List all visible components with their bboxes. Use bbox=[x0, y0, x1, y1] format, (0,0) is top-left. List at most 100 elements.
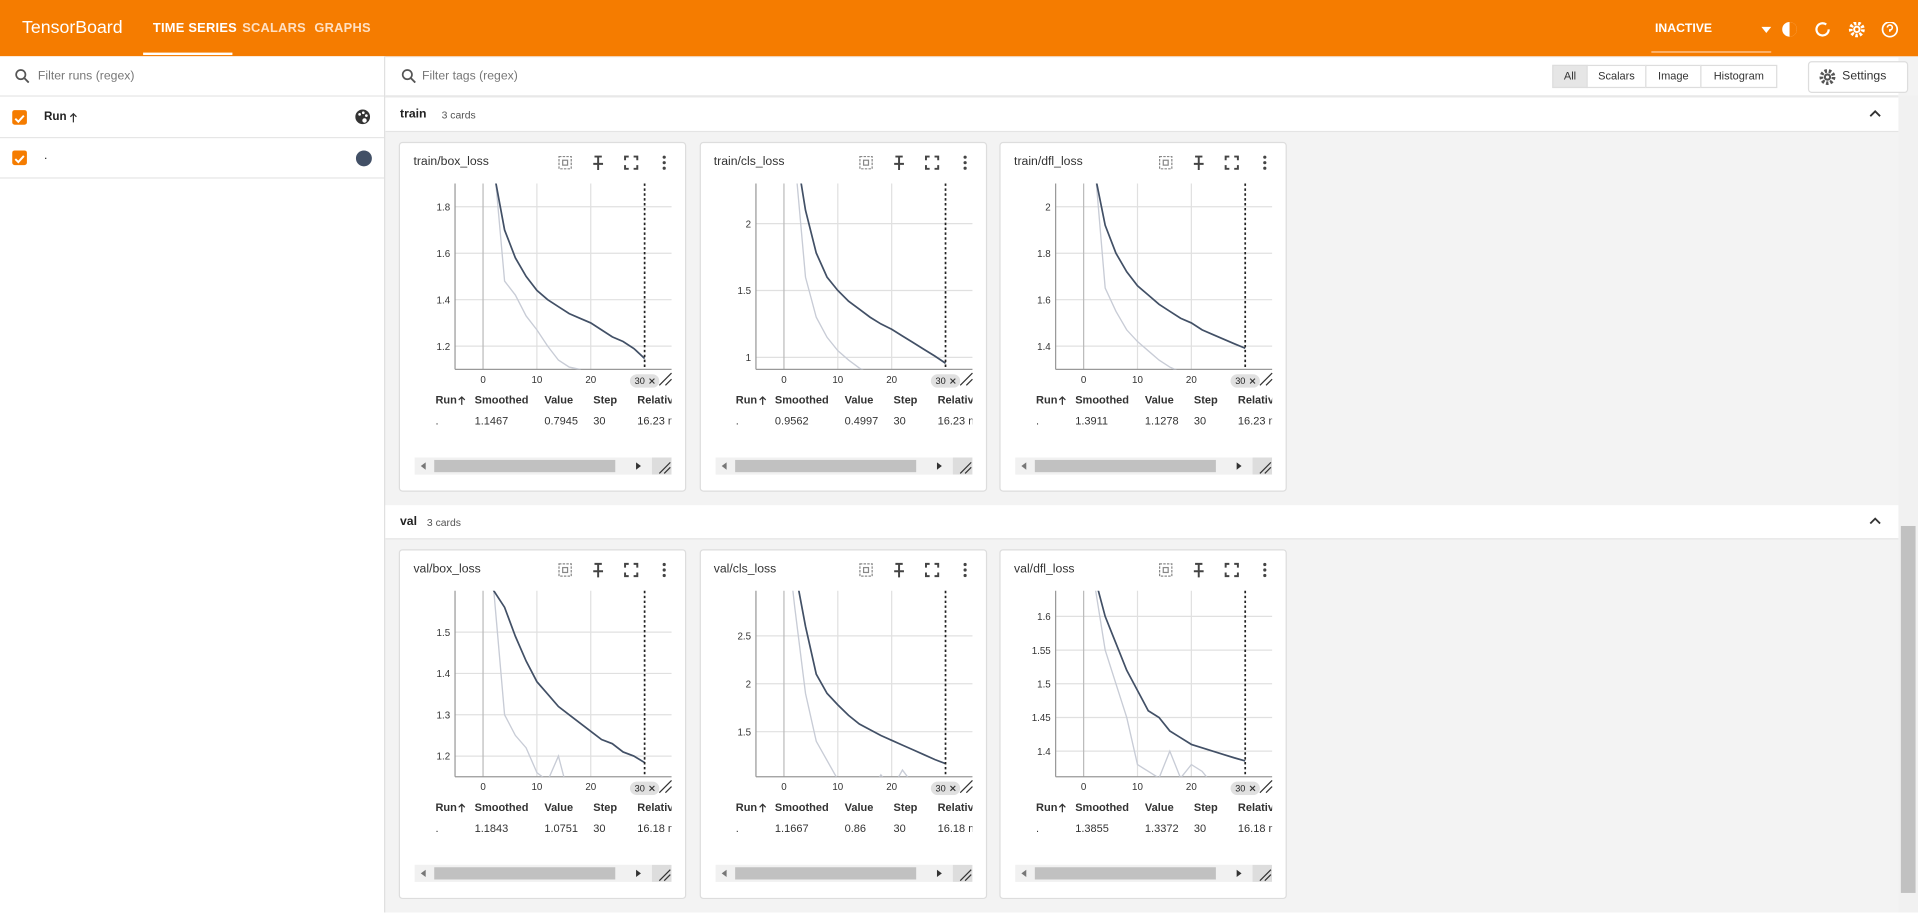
filter-chip[interactable]: Scalars bbox=[1586, 64, 1647, 89]
dropdown-caret[interactable] bbox=[1761, 26, 1772, 34]
chart-card: val/box_loss 1.2 1.3 1.4 1.5 0 10 20 30 Run Smooth… bbox=[398, 549, 687, 900]
data-table: Run Smoothed Value Step Relative. 1.1843 1.075… bbox=[429, 798, 671, 847]
y-tick-label: 1.45 bbox=[1032, 713, 1052, 724]
table-cell: 30 bbox=[1193, 821, 1207, 835]
table-header: Run bbox=[435, 801, 457, 814]
collapse-icon[interactable] bbox=[1868, 515, 1883, 527]
series-line bbox=[1095, 183, 1177, 370]
x-tick-label: 10 bbox=[1132, 782, 1143, 793]
hscroll-thumb[interactable] bbox=[434, 459, 616, 473]
y-tick-label: 1.8 bbox=[1037, 249, 1051, 260]
resize-handle bbox=[959, 779, 973, 794]
y-tick-label: 1.2 bbox=[437, 752, 451, 763]
run-color[interactable] bbox=[355, 150, 372, 167]
scrollbar-thumb[interactable] bbox=[1900, 525, 1916, 893]
sort-arrow bbox=[458, 396, 466, 405]
table-cell: 30 bbox=[1193, 414, 1207, 427]
table-cell: 30 bbox=[893, 821, 906, 835]
series-line bbox=[1095, 590, 1208, 777]
settings-button[interactable]: Settings bbox=[1807, 61, 1909, 93]
tab[interactable]: TIME SERIES bbox=[152, 20, 237, 36]
x-tick-label: 10 bbox=[531, 782, 542, 793]
hscroll-arrows[interactable] bbox=[1015, 864, 1273, 882]
card-actions[interactable] bbox=[857, 561, 977, 578]
tab[interactable]: GRAPHS bbox=[314, 20, 371, 36]
x-tick-label: 10 bbox=[832, 375, 843, 386]
run-column-header[interactable]: Run bbox=[44, 110, 67, 124]
table-cell: 1.3855 bbox=[1075, 821, 1109, 835]
sort-arrow bbox=[69, 112, 77, 123]
step-badge bbox=[629, 781, 660, 796]
table-cell: . bbox=[735, 821, 739, 835]
tab[interactable]: SCALARS bbox=[242, 20, 306, 36]
filter-chip[interactable]: Histogram bbox=[1700, 64, 1778, 89]
y-tick-label: 1 bbox=[745, 353, 750, 364]
resize-handle bbox=[959, 372, 973, 386]
theme-icon[interactable] bbox=[1782, 22, 1797, 37]
table-header: Run bbox=[1036, 801, 1058, 814]
run-checkbox[interactable] bbox=[12, 150, 27, 166]
series-line bbox=[791, 590, 908, 777]
table-cell: . bbox=[435, 414, 439, 427]
search-icon bbox=[401, 69, 416, 84]
hscroll-arrows[interactable] bbox=[1015, 457, 1273, 475]
x-tick-label: 0 bbox=[781, 375, 787, 386]
table-cell: . bbox=[435, 821, 439, 835]
card-actions[interactable] bbox=[857, 154, 977, 171]
y-tick-label: 1.4 bbox=[1037, 747, 1051, 758]
table-header: Relative bbox=[1237, 801, 1272, 814]
table-header: Smoothed bbox=[474, 393, 529, 407]
settings-label: Settings bbox=[1842, 69, 1887, 84]
table-cell: 1.1843 bbox=[474, 821, 509, 835]
runs-sidebar: Filter runs (regex) Run . bbox=[0, 56, 386, 913]
hscroll-thumb[interactable] bbox=[734, 459, 916, 473]
table-header: Run bbox=[435, 393, 457, 407]
card-actions[interactable] bbox=[1157, 561, 1277, 578]
group-count: 3 cards bbox=[426, 516, 461, 529]
settings-icon[interactable] bbox=[1848, 22, 1865, 38]
hscroll-arrows[interactable] bbox=[715, 457, 972, 475]
x-tick-label: 20 bbox=[1186, 375, 1197, 386]
reload-icon[interactable] bbox=[1815, 22, 1830, 37]
card-title: train/dfl_loss bbox=[1014, 155, 1083, 169]
card-actions[interactable] bbox=[1157, 154, 1277, 171]
x-tick-label: 10 bbox=[1132, 375, 1143, 386]
hscroll-thumb[interactable] bbox=[1034, 867, 1216, 880]
card-actions[interactable] bbox=[557, 154, 677, 171]
help-icon[interactable] bbox=[1881, 22, 1899, 38]
table-header: Run bbox=[735, 393, 758, 407]
filter-chip[interactable]: Image bbox=[1645, 64, 1702, 89]
table-header: Relative bbox=[1237, 393, 1272, 407]
table-cell: 0.7945 bbox=[544, 414, 579, 427]
runs-filter[interactable]: Filter runs (regex) bbox=[0, 56, 385, 97]
group-header[interactable]: val 3 cards bbox=[385, 505, 1899, 540]
collapse-icon[interactable] bbox=[1868, 108, 1883, 120]
y-tick-label: 1.55 bbox=[1032, 646, 1052, 657]
palette-icon[interactable] bbox=[355, 109, 371, 125]
step-badge-label: 30 bbox=[1235, 783, 1245, 793]
hscroll-thumb[interactable] bbox=[434, 867, 616, 880]
plot-area bbox=[791, 590, 946, 777]
card-actions[interactable] bbox=[557, 561, 677, 578]
filter-placeholder[interactable]: Filter tags (regex) bbox=[422, 69, 518, 84]
run-row: . bbox=[0, 138, 385, 179]
filter-chip[interactable]: All bbox=[1552, 64, 1588, 89]
hscroll-arrows[interactable] bbox=[415, 457, 672, 475]
step-badge bbox=[930, 781, 960, 796]
hscroll-arrows[interactable] bbox=[415, 864, 672, 882]
select-all-checkbox[interactable] bbox=[12, 110, 27, 125]
resize-handle bbox=[1259, 779, 1273, 794]
runs-header: Run bbox=[0, 97, 385, 139]
hscroll-arrows[interactable] bbox=[715, 864, 972, 882]
data-table: Run Smoothed Value Step Relative. 1.3855 1.337… bbox=[1030, 798, 1272, 847]
chart-card: train/box_loss 1.2 1.4 1.6 1.8 0 10 20 30 Run Smoo… bbox=[398, 141, 687, 492]
step-badge-label: 30 bbox=[935, 783, 945, 793]
table-header: Smoothed bbox=[774, 393, 829, 407]
x-tick-label: 20 bbox=[1186, 782, 1197, 793]
status-select[interactable]: INACTIVE bbox=[1655, 22, 1713, 36]
hscroll-thumb[interactable] bbox=[1034, 459, 1216, 473]
group-header[interactable]: train 3 cards bbox=[385, 97, 1899, 133]
line-chart: 1.4 1.45 1.5 1.55 1.6 0 10 20 30 bbox=[1032, 590, 1273, 796]
y-tick-label: 2 bbox=[745, 679, 750, 690]
hscroll-thumb[interactable] bbox=[734, 867, 916, 880]
